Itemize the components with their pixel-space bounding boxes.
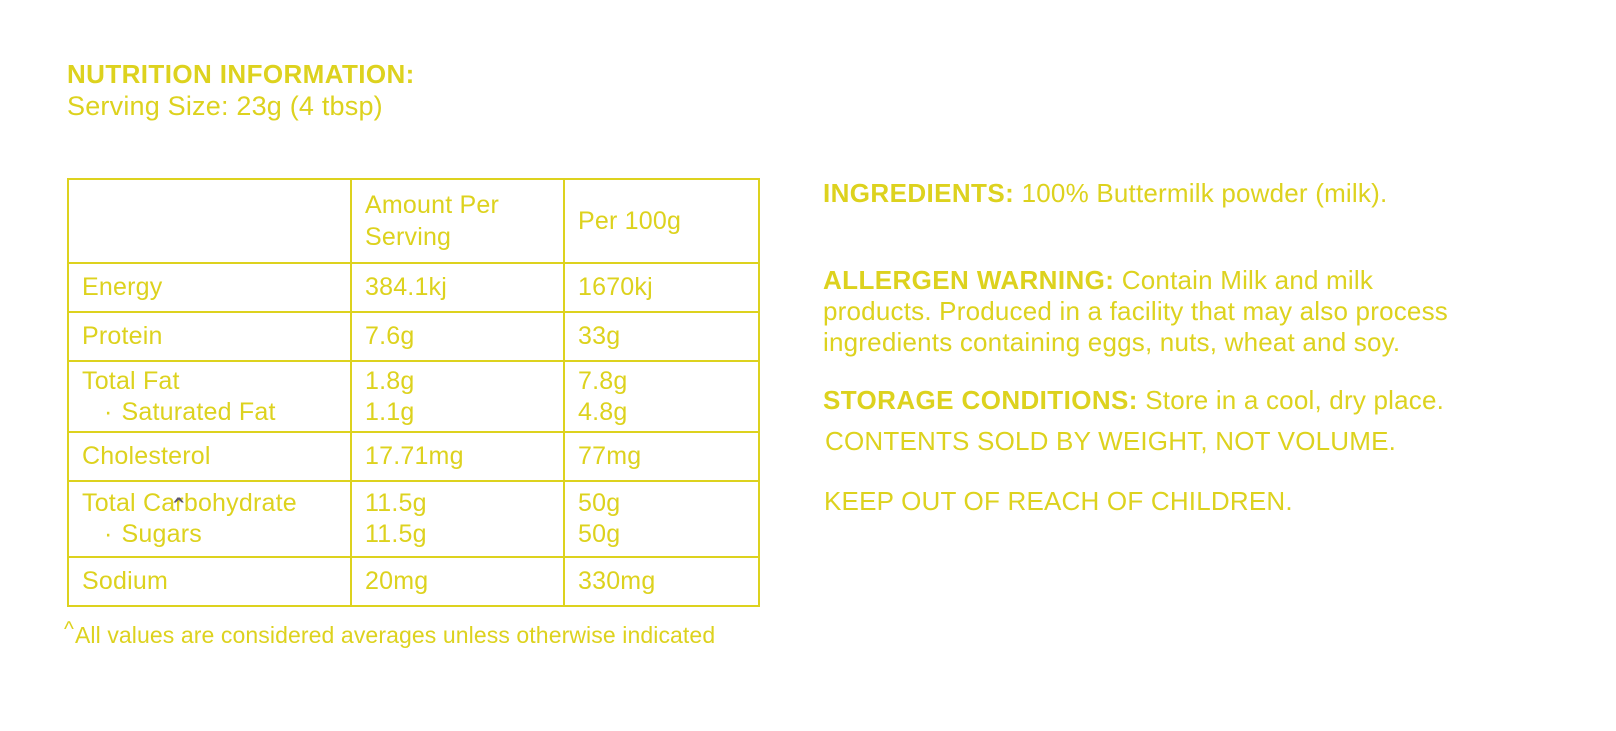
storage-conditions-section: STORAGE CONDITIONS: Store in a cool, dry… (823, 385, 1535, 416)
nutrient-name: Energy (67, 262, 352, 313)
nutrient-name: Sodium (67, 556, 352, 607)
text-cursor-artifact: ^ (173, 494, 185, 516)
bullet-icon: · (104, 520, 113, 548)
nutrition-facts-table: Amount Per Serving Per 100g Energy 384.1… (67, 178, 760, 607)
value-per-100g: 7.8g (578, 366, 628, 395)
value-per-serving: 17.71mg (350, 431, 565, 482)
nutrient-name: Total Carbohydrate (82, 489, 297, 517)
table-row-sodium: Sodium 20mg 330mg (67, 556, 760, 607)
value-per-100g: 1670kj (563, 262, 760, 313)
table-row-protein: Protein 7.6g 33g (67, 311, 760, 362)
allergen-warning-section: ALLERGEN WARNING: Contain Milk and milk … (823, 265, 1535, 358)
value-per-serving: 1.8g (365, 366, 415, 395)
nutrient-name: Protein (67, 311, 352, 362)
table-row-total-fat: Total Fat · Saturated Fat 1.8g 1.1g 7.8g … (67, 360, 760, 433)
allergen-text-line3: ingredients containing eggs, nuts, wheat… (823, 327, 1401, 357)
serving-size-text: Serving Size: 23g (4 tbsp) (67, 91, 383, 121)
keep-out-of-reach-note: KEEP OUT OF REACH OF CHILDREN. (824, 486, 1293, 516)
footnote-text: All values are considered averages unles… (74, 622, 716, 648)
ingredients-section: INGREDIENTS: 100% Buttermilk powder (mil… (823, 178, 1535, 209)
table-row-cholesterol: Cholesterol 17.71mg 77mg (67, 431, 760, 482)
column-header-empty (67, 178, 352, 264)
nutrition-header: NUTRITION INFORMATION: Serving Size: 23g… (67, 58, 415, 123)
value-per-100g: 77mg (563, 431, 760, 482)
sub-value-per-100g: 4.8g (578, 397, 628, 426)
allergen-warning-label: ALLERGEN WARNING: (823, 265, 1115, 295)
column-header-per-serving: Amount Per Serving (350, 178, 565, 264)
value-per-100g: 33g (563, 311, 760, 362)
footnote-caret-marker: ^ (64, 618, 74, 641)
value-per-serving: 20mg (350, 556, 565, 607)
sub-value-per-serving: 11.5g (365, 520, 427, 548)
allergen-text-line2: products. Produced in a facility that ma… (823, 296, 1448, 326)
value-per-100g: 50g (578, 489, 621, 517)
ingredients-label: INGREDIENTS: (823, 178, 1015, 208)
nutrient-sub-name: · Saturated Fat (104, 397, 276, 426)
column-header-per-100g: Per 100g (563, 178, 760, 264)
sub-value-per-100g: 50g (578, 520, 621, 548)
value-per-serving: 384.1kj (350, 262, 565, 313)
nutrient-sub-name: · Sugars (104, 520, 202, 548)
allergen-text-line1: Contain Milk and milk (1121, 265, 1374, 295)
contents-sold-note: CONTENTS SOLD BY WEIGHT, NOT VOLUME. (825, 426, 1397, 456)
sub-value-per-serving: 1.1g (365, 397, 415, 426)
value-per-100g: 330mg (563, 556, 760, 607)
value-per-serving: 7.6g (350, 311, 565, 362)
page-title: NUTRITION INFORMATION: (67, 59, 415, 89)
table-row-total-carbohydrate: Total Carbohydrate · Sugars 11.5g 11.5g 5… (67, 480, 760, 558)
nutrient-name: Cholesterol (67, 431, 352, 482)
storage-conditions-label: STORAGE CONDITIONS: (823, 385, 1138, 415)
table-footnote: ^All values are considered averages unle… (64, 618, 716, 649)
value-per-serving: 11.5g (365, 489, 427, 517)
nutrient-name: Total Fat (82, 366, 180, 395)
storage-conditions-text: Store in a cool, dry place. (1145, 385, 1445, 415)
table-header-row: Amount Per Serving Per 100g (67, 178, 760, 264)
bullet-icon: · (104, 397, 113, 426)
product-details-column: INGREDIENTS: 100% Buttermilk powder (mil… (823, 178, 1535, 517)
table-row-energy: Energy 384.1kj 1670kj (67, 262, 760, 313)
ingredients-text: 100% Buttermilk powder (milk). (1021, 178, 1388, 208)
